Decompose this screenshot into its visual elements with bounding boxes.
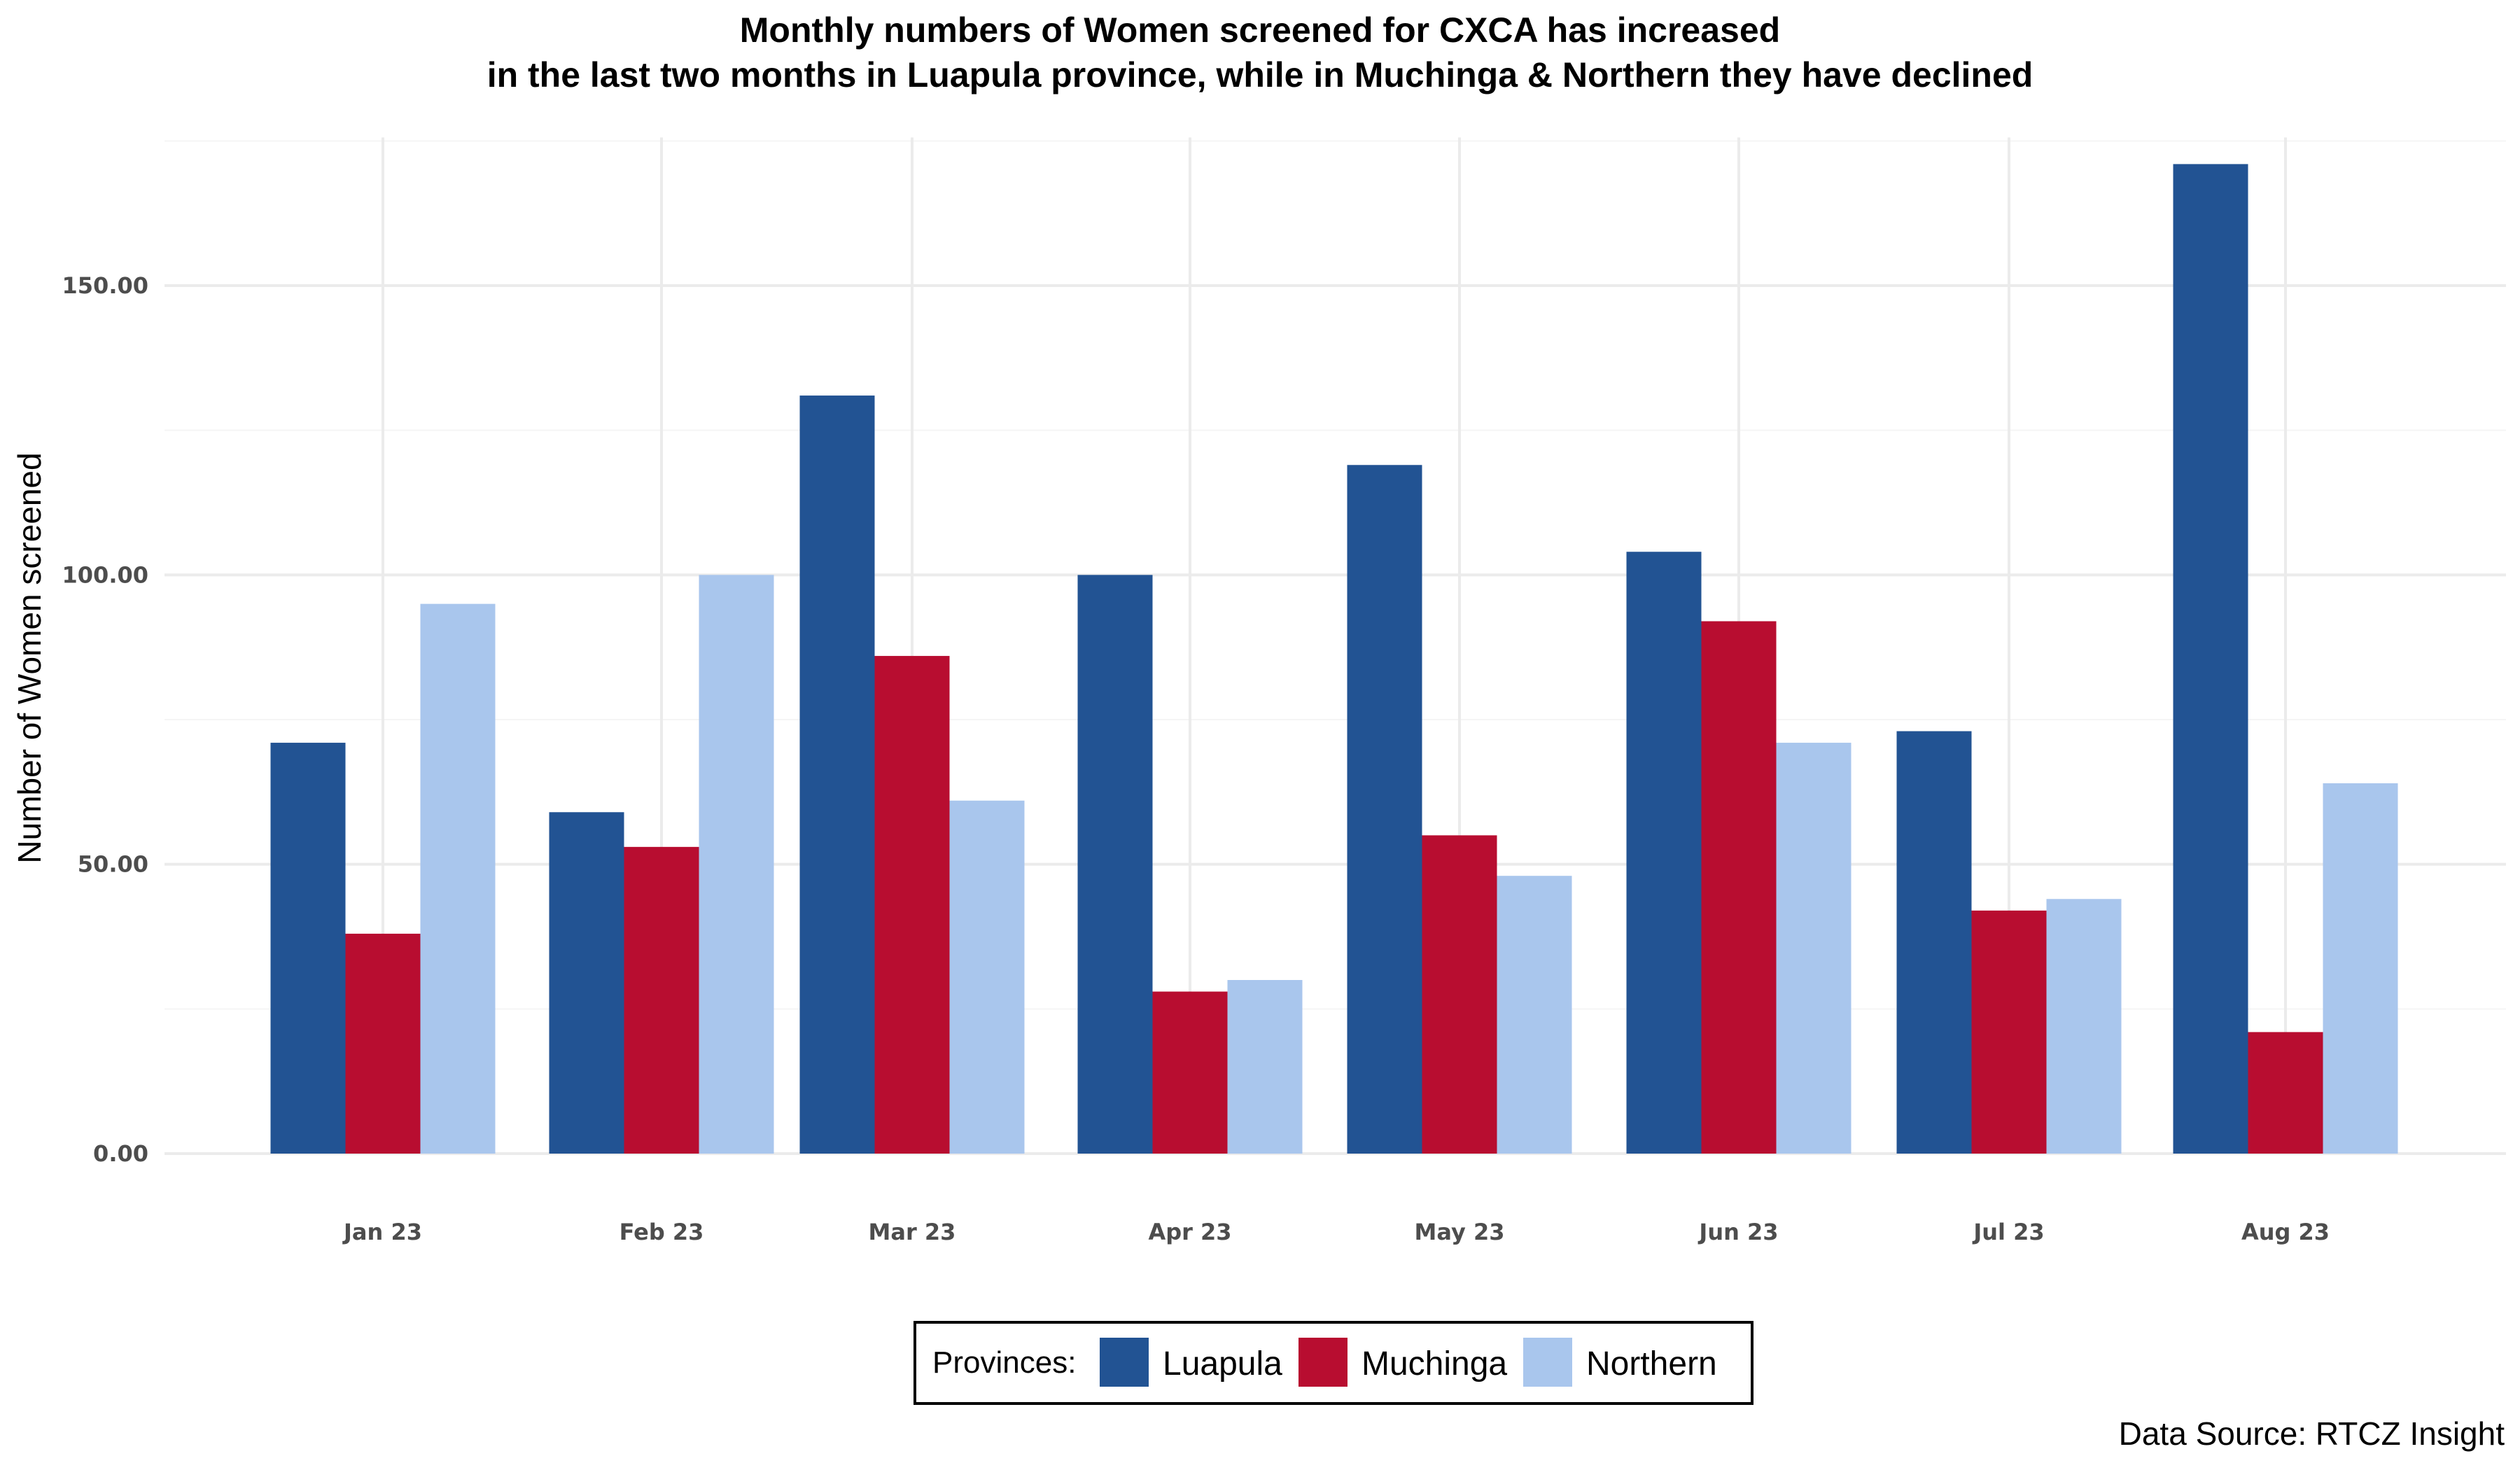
bar-muchinga-jul-23 [1971,910,2047,1154]
y-tick-label: 150.00 [62,272,148,299]
bar-muchinga-apr-23 [1152,991,1228,1154]
x-tick-label: Jul 23 [1972,1219,2044,1245]
bar-muchinga-aug-23 [2248,1032,2323,1154]
bar-luapula-mar-23 [799,396,875,1154]
y-axis-tick-labels: 0.00 50.00 100.00 150.00 [62,272,148,1167]
y-axis-title: Number of Women screened [11,452,48,863]
bar-luapula-jun-23 [1626,552,1702,1154]
bar-luapula-jul-23 [1896,731,1972,1154]
legend-items: Luapula Muchinga Northern [1100,1338,1717,1387]
y-tick-label: 0.00 [93,1140,148,1167]
x-tick-label: May 23 [1415,1219,1505,1245]
chart-title: Monthly numbers of Women screened for CX… [487,10,2033,94]
chart-title-line-1: Monthly numbers of Women screened for CX… [740,10,1780,50]
legend-key-muchinga [1298,1338,1348,1387]
bar-luapula-apr-23 [1077,575,1153,1154]
bar-luapula-jan-23 [270,743,346,1154]
legend-label-muchinga: Muchinga [1362,1345,1507,1382]
x-tick-label: Feb 23 [620,1219,704,1245]
bar-muchinga-jun-23 [1701,621,1777,1154]
x-tick-label: Jan 23 [342,1219,422,1245]
bar-muchinga-jan-23 [345,933,421,1154]
legend: Provinces: Luapula Muchinga Northern [913,1321,1754,1405]
bar-northern-jun-23 [1776,743,1851,1154]
x-tick-label: Apr 23 [1148,1219,1231,1245]
bar-northern-may-23 [1497,876,1572,1154]
bar-northern-feb-23 [699,575,774,1154]
bar-northern-mar-23 [949,800,1025,1154]
bar-northern-jul-23 [2046,899,2122,1154]
bar-luapula-feb-23 [549,812,624,1154]
x-axis-tick-labels: Jan 23 Feb 23 Mar 23 Apr 23 May 23 Jun 23 Jul … [342,1219,2330,1245]
data-source-caption: Data Source: RTCZ Insight [2119,1415,2505,1452]
x-tick-label: Mar 23 [869,1219,956,1245]
bar-muchinga-feb-23 [624,846,699,1154]
bar-northern-apr-23 [1227,980,1303,1154]
bar-northern-aug-23 [2323,783,2398,1154]
bars [270,164,2398,1154]
y-tick-label: 50.00 [78,851,148,878]
bar-luapula-may-23 [1347,465,1422,1154]
chart-title-line-2: in the last two months in Luapula provin… [487,55,2033,94]
bar-muchinga-may-23 [1422,835,1497,1154]
legend-label-northern: Northern [1586,1345,1717,1382]
grid-lines [164,137,2506,1155]
bar-luapula-aug-23 [2173,164,2248,1154]
bar-muchinga-mar-23 [874,656,950,1154]
legend-key-northern [1523,1338,1572,1387]
legend-key-luapula [1100,1338,1149,1387]
legend-title: Provinces: [932,1345,1076,1380]
x-tick-label: Aug 23 [2241,1219,2330,1245]
bar-northern-jan-23 [420,603,496,1154]
legend-label-luapula: Luapula [1163,1345,1282,1382]
y-tick-label: 100.00 [62,561,148,588]
x-tick-label: Jun 23 [1698,1219,1778,1245]
